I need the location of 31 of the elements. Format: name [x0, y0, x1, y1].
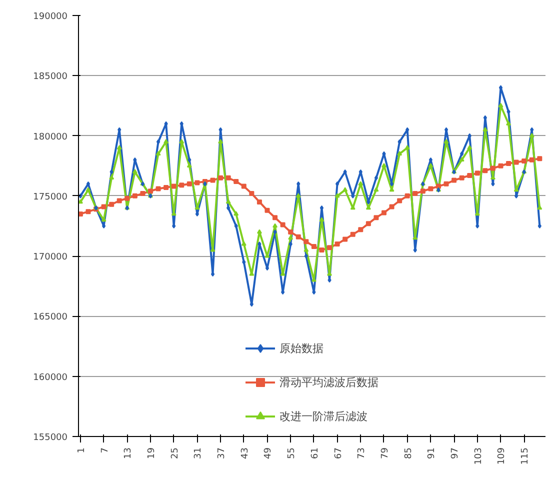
- y-tick-label: 180000: [33, 132, 68, 142]
- y-tick-label: 175000: [33, 192, 68, 202]
- legend-label: 原始数据: [280, 340, 324, 356]
- x-tick-label: 25: [170, 448, 180, 459]
- y-tick-label: 190000: [33, 12, 68, 22]
- x-tick-label: 7: [100, 447, 110, 454]
- x-tick-label: 97: [450, 448, 461, 459]
- x-tick-label: 61: [310, 448, 320, 459]
- y-tick-label: 160000: [33, 372, 68, 383]
- x-tick-label: 109: [497, 447, 508, 465]
- x-tick-label: 85: [404, 448, 414, 459]
- x-tick-label: 91: [427, 448, 438, 459]
- x-tick-label: 115: [520, 447, 531, 465]
- x-tick-label: 13: [124, 448, 134, 459]
- x-tick-label: 103: [474, 447, 484, 465]
- x-tick-label: 79: [380, 447, 390, 459]
- legend-label: 滑动平均滤波后数据: [280, 374, 378, 390]
- x-tick-label: 31: [194, 448, 204, 459]
- y-tick-label: 165000: [33, 312, 68, 323]
- y-tick-label: 155000: [33, 433, 68, 443]
- y-tick-label: 170000: [33, 252, 68, 263]
- x-tick-label: 73: [357, 448, 368, 459]
- x-tick-label: 1: [76, 447, 87, 454]
- x-tick-label: 43: [240, 448, 250, 459]
- legend-label: 改进一阶滞后滤波: [280, 408, 368, 424]
- x-tick-label: 37: [217, 448, 228, 459]
- x-tick-label: 49: [264, 447, 274, 459]
- x-tick-label: 19: [146, 447, 157, 459]
- y-tick-label: 185000: [33, 72, 68, 82]
- x-tick-label: 55: [287, 448, 298, 459]
- x-tick-label: 67: [334, 448, 344, 459]
